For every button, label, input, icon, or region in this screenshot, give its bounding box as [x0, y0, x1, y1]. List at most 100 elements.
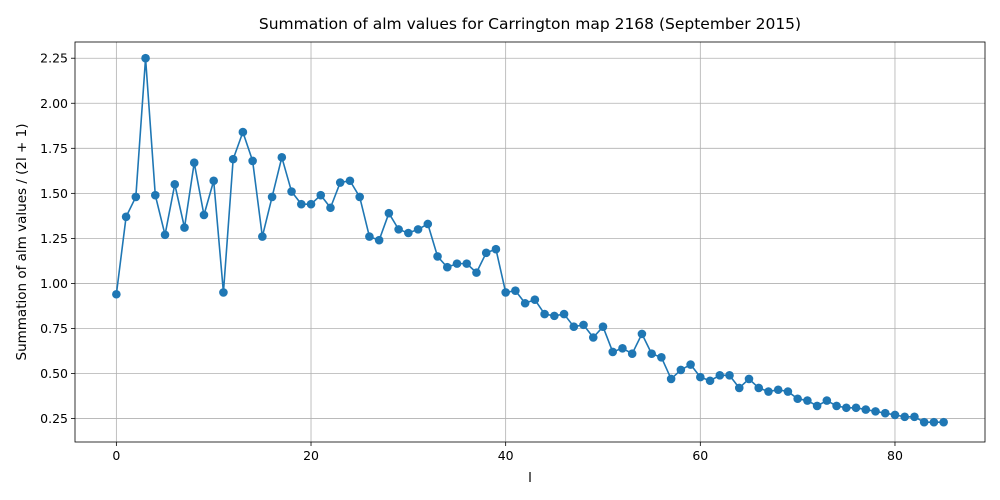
data-point [803, 396, 812, 405]
data-point [267, 192, 277, 202]
data-point [258, 232, 267, 241]
data-point [121, 212, 131, 222]
y-axis: 0.25 0.50 0.75 1.00 1.25 1.50 1.75 2.00 2.25 [40, 51, 75, 426]
data-point [696, 372, 705, 382]
data-point [530, 295, 540, 304]
x-axis-label: l [528, 470, 532, 486]
data-point [433, 252, 442, 261]
data-point [316, 190, 326, 200]
data-point [481, 248, 491, 258]
data-point [686, 360, 695, 369]
data-point [676, 365, 686, 375]
y-tick-label: 2.00 [40, 96, 68, 111]
data-point [287, 187, 296, 196]
data-point [394, 225, 403, 234]
x-tick-label: 80 [887, 448, 903, 463]
y-tick-label: 1.75 [40, 141, 68, 156]
data-point [131, 192, 141, 202]
y-tick-label: 0.50 [40, 366, 68, 381]
data-point [939, 417, 948, 427]
data-point [365, 232, 374, 241]
data-point [764, 387, 773, 396]
data-point [627, 349, 637, 359]
data-point [618, 344, 627, 353]
data-point [579, 320, 588, 330]
y-tick-label: 1.00 [40, 276, 68, 291]
data-point [744, 374, 754, 384]
x-tick-label: 0 [112, 448, 120, 463]
data-point [296, 199, 306, 209]
data-point [783, 387, 793, 396]
data-point [501, 288, 510, 297]
data-point [180, 223, 189, 232]
data-point [890, 410, 900, 420]
data-point [423, 219, 433, 229]
data-point [248, 156, 257, 166]
data-point [598, 322, 608, 331]
data-point [228, 154, 238, 164]
data-point [472, 268, 481, 277]
x-tick-label: 40 [498, 448, 514, 463]
data-point [335, 178, 345, 187]
data-point [550, 311, 559, 321]
data-point [160, 230, 170, 240]
x-tick-label: 20 [303, 448, 319, 463]
data-point [413, 225, 423, 234]
series-layer [112, 53, 948, 427]
data-point [404, 228, 413, 238]
y-tick-label: 1.25 [40, 231, 68, 246]
data-point [199, 210, 209, 220]
data-point [637, 329, 647, 339]
data-point [355, 192, 364, 202]
chart-title: Summation of alm values for Carrington m… [259, 15, 801, 33]
data-point [861, 405, 871, 414]
data-point [277, 153, 287, 162]
data-point [910, 412, 919, 422]
x-axis: 0 20 40 60 80 [112, 442, 903, 463]
data-point [559, 309, 569, 319]
data-point [540, 309, 549, 319]
data-point [345, 176, 355, 186]
plot-frame [74, 41, 986, 443]
data-point [871, 407, 880, 416]
x-tick-label: 60 [692, 448, 708, 463]
data-point [588, 333, 598, 342]
data-point [657, 353, 666, 362]
data-point [520, 298, 530, 308]
data-point [150, 190, 160, 200]
data-point [734, 383, 744, 393]
grid [75, 42, 985, 442]
data-point [511, 286, 520, 295]
data-point [374, 235, 384, 245]
data-point [384, 208, 394, 218]
data-point [170, 180, 180, 189]
data-point [900, 412, 910, 422]
data-point [929, 417, 939, 427]
data-point [442, 262, 452, 272]
data-point [773, 385, 783, 395]
data-point [306, 199, 316, 209]
data-point [822, 396, 832, 405]
data-point [647, 349, 656, 359]
data-point [842, 403, 851, 413]
data-point [666, 374, 676, 384]
data-point [832, 401, 841, 411]
data-point [851, 403, 861, 413]
data-point [608, 347, 618, 357]
y-tick-label: 2.25 [40, 51, 68, 66]
data-point [209, 176, 218, 186]
data-point [725, 371, 734, 380]
data-point [754, 383, 764, 393]
data-point [238, 127, 248, 137]
data-point [112, 289, 121, 299]
y-tick-label: 0.25 [40, 411, 68, 426]
data-point [491, 244, 501, 254]
data-point [919, 417, 929, 427]
data-point [189, 158, 199, 168]
data-point [793, 394, 802, 404]
y-tick-label: 0.75 [40, 321, 68, 336]
data-point [569, 322, 579, 331]
y-tick-label: 1.50 [40, 186, 68, 201]
data-point [326, 203, 335, 213]
